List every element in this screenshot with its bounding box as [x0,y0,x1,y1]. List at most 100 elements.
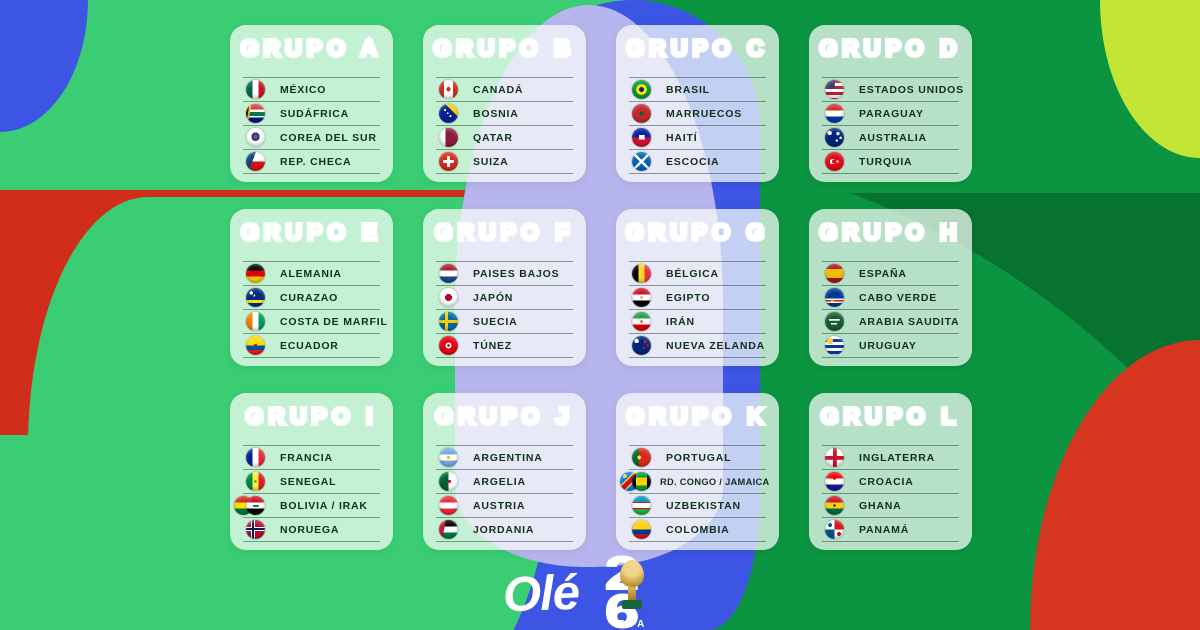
team-list: FRANCIA SENEGAL BOLIVIA / IRAK NORUEGA [234,445,380,542]
team-row: COLOMBIA [629,517,766,542]
team-row: GHANA [822,493,959,517]
team-row: UZBEKISTAN [629,493,766,517]
team-name: QATAR [473,131,513,144]
no-flag-icon [246,520,265,539]
team-name: CURAZAO [280,291,339,304]
flag-icons [439,128,458,147]
trophy-base [622,600,642,609]
cz-flag-icon [246,152,265,171]
team-row: SUECIA [436,309,573,333]
group-card: GRUPO G BÉLGICA EGIPTO IRÁN NUEVA ZELANDA [616,209,779,366]
team-name: ESPAÑA [859,267,907,280]
team-row: FRANCIA [243,445,380,469]
za-flag-icon [246,104,265,123]
team-name: TÚNEZ [473,339,512,352]
ar-flag-icon [439,448,458,467]
team-row: AUSTRIA [436,493,573,517]
team-name: ALEMANIA [280,267,342,280]
group-title: GRUPO A [239,33,383,63]
jm-flag-icon [632,472,651,491]
flag-icons [246,80,265,99]
team-row: ALEMANIA [243,261,380,285]
group-title: GRUPO B [431,33,576,63]
team-row: BOLIVIA / IRAK [234,493,380,517]
team-name: ESTADOS UNIDOS [859,83,964,96]
ma-flag-icon [632,104,651,123]
flag-icons [439,80,458,99]
team-row: SENEGAL [243,469,380,493]
group-title: GRUPO C [624,33,769,63]
team-row: CURAZAO [243,285,380,309]
eg-flag-icon [632,288,651,307]
team-name: ARGENTINA [473,451,543,464]
group-card: GRUPO L INGLATERRA CROACIA GHANA PANAMÁ [809,393,972,550]
team-name: UZBEKISTAN [666,499,741,512]
flag-icons [632,152,651,171]
group-title: GRUPO E [239,217,383,247]
team-row: MÉXICO [243,77,380,101]
fifa-world-cup-26-logo: 2 6 FIFA [601,549,717,630]
flag-icons [825,496,844,515]
cv-flag-icon [825,288,844,307]
team-row: NORUEGA [243,517,380,542]
flag-icons [439,288,458,307]
flag-icons [246,288,265,307]
es-flag-icon [825,264,844,283]
mx-flag-icon [246,80,265,99]
fr-flag-icon [246,448,265,467]
flag-icons [825,520,844,539]
ch-flag-icon [439,152,458,171]
team-row: CANADÁ [436,77,573,101]
group-title: GRUPO I [243,401,378,431]
team-name: CANADÁ [473,83,524,96]
group-title: GRUPO L [819,401,961,431]
team-list: CANADÁ BOSNIA QATAR SUIZA [436,77,573,174]
team-name: PANAMÁ [859,523,910,536]
flag-icons [825,312,844,331]
flag-icons [246,104,265,123]
team-name: RD. CONGO / JAMAICA [660,476,770,487]
team-name: ECUADOR [280,339,339,352]
groups-grid: GRUPO A MÉXICO SUDÁFRICA COREA DEL SUR REP.… [230,25,972,550]
flag-icons [439,152,458,171]
team-row: PORTUGAL [629,445,766,469]
flag-icons [632,520,651,539]
qa-flag-icon [439,128,458,147]
team-row: QATAR [436,125,573,149]
flag-icons [632,496,651,515]
ir-flag-icon [632,312,651,331]
team-row: EGIPTO [629,285,766,309]
ba-flag-icon [439,104,458,123]
en-flag-icon [825,448,844,467]
be-flag-icon [632,264,651,283]
team-row: ESCOCIA [629,149,766,174]
flag-icons [620,472,651,491]
ht-flag-icon [632,128,651,147]
team-name: URUGUAY [859,339,917,352]
team-row: ESPAÑA [822,261,959,285]
team-row: COSTA DE MARFIL [243,309,387,333]
team-row: INGLATERRA [822,445,959,469]
flag-icons [246,152,265,171]
group-card: GRUPO A MÉXICO SUDÁFRICA COREA DEL SUR REP.… [230,25,393,182]
team-row: TURQUIA [822,149,959,174]
team-list: ARGENTINA ARGELIA AUSTRIA JORDANIA [436,445,573,542]
fifa-label: FIFA [618,619,646,630]
team-row: PAISES BAJOS [436,261,573,285]
jp-flag-icon [439,288,458,307]
team-row: PANAMÁ [822,517,959,542]
team-name: IRÁN [666,315,695,328]
team-name: BOLIVIA / IRAK [280,499,368,512]
team-row: RD. CONGO / JAMAICA [620,469,769,493]
flag-icons [439,336,458,355]
se-flag-icon [439,312,458,331]
team-name: INGLATERRA [859,451,936,464]
team-list: ALEMANIA CURAZAO COSTA DE MARFIL ECUADOR [243,261,387,358]
team-list: ESTADOS UNIDOS PARAGUAY AUSTRALIA TURQUIA [822,77,963,174]
team-name: REP. CHECA [280,155,352,168]
team-row: PARAGUAY [822,101,959,125]
team-row: BÉLGICA [629,261,766,285]
flag-icons [632,312,651,331]
group-card: GRUPO F PAISES BAJOS JAPÓN SUECIA TÚNEZ [423,209,586,366]
